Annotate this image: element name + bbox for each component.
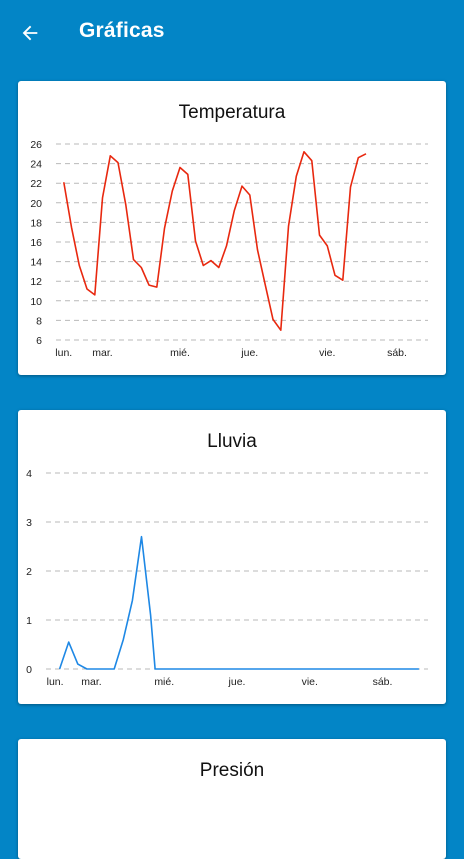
- temperature-y-tick-label: 16: [30, 237, 42, 249]
- temperature-y-tick-label: 6: [36, 335, 42, 347]
- rain-x-tick-label: lun.: [47, 676, 64, 688]
- rain-x-tick-label: sáb.: [373, 676, 393, 688]
- temperature-y-tick-label: 14: [30, 257, 42, 269]
- temperature-y-tick-label: 26: [30, 139, 42, 151]
- page-title: Gráficas: [79, 19, 165, 43]
- rain-x-tick-label: vie.: [302, 676, 318, 688]
- temperature-x-tick-label: sáb.: [387, 347, 407, 359]
- rain-x-tick-label: jue.: [228, 676, 246, 688]
- temperature-x-tick-label: lun.: [55, 347, 72, 359]
- rain-x-tick-label: mié.: [154, 676, 174, 688]
- rain-y-tick-label: 3: [26, 517, 32, 529]
- temperature-y-tick-label: 24: [30, 159, 42, 171]
- temperature-series-line: [64, 152, 366, 330]
- arrow-left-icon: [19, 22, 41, 44]
- temperature-y-tick-label: 8: [36, 315, 42, 327]
- temperature-x-tick-label: mar.: [92, 347, 112, 359]
- rain-y-tick-label: 1: [26, 615, 32, 627]
- temperature-chart: 6 8 10 12 14 16 18 20 22 24 26 lun. mar. mié. jue. vie.…: [18, 81, 446, 375]
- temperature-y-tick-label: 18: [30, 217, 42, 229]
- rain-series-line: [60, 537, 419, 669]
- temperature-y-tick-label: 10: [30, 296, 42, 308]
- temperature-y-tick-label: 22: [30, 178, 42, 190]
- pressure-chart-card: Presión: [18, 739, 446, 859]
- temperature-x-tick-label: vie.: [319, 347, 335, 359]
- rain-chart: 0 1 2 3 4 lun. mar. mié. jue. vie. sáb.: [18, 410, 446, 704]
- temperature-y-tick-label: 20: [30, 198, 42, 210]
- temperature-y-tick-label: 12: [30, 276, 42, 288]
- temperature-x-tick-label: jue.: [240, 347, 258, 359]
- rain-x-tick-label: mar.: [81, 676, 101, 688]
- temperature-x-tick-label: mié.: [170, 347, 190, 359]
- pressure-chart-title: Presión: [18, 760, 446, 782]
- rain-y-tick-label: 2: [26, 566, 32, 578]
- back-button[interactable]: [14, 17, 46, 49]
- rain-y-tick-label: 0: [26, 664, 32, 676]
- rain-y-tick-label: 4: [26, 468, 32, 480]
- app-bar: Gráficas: [0, 0, 464, 66]
